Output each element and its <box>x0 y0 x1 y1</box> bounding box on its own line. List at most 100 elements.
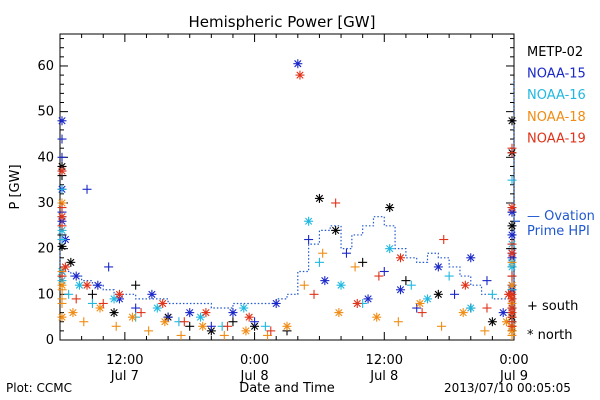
y-tick-label: 30 <box>37 196 54 211</box>
point-noaa-19 <box>352 298 362 308</box>
x-tick-time-label: 0:00 <box>240 353 269 368</box>
point-metp-02 <box>358 257 368 267</box>
point-noaa-15 <box>82 184 92 194</box>
point-noaa-18 <box>198 321 208 331</box>
point-noaa-16 <box>487 289 497 299</box>
point-noaa-19 <box>460 280 470 290</box>
point-noaa-18 <box>507 257 517 267</box>
point-noaa-15 <box>57 152 67 162</box>
point-noaa-18 <box>57 285 67 295</box>
point-noaa-16 <box>152 303 162 313</box>
point-noaa-16 <box>336 280 346 290</box>
y-axis-label: P [GW] <box>8 164 23 209</box>
point-noaa-19 <box>57 166 67 176</box>
point-noaa-15 <box>228 308 238 318</box>
point-noaa-15 <box>412 303 422 313</box>
point-noaa-15 <box>498 308 508 318</box>
point-noaa-19 <box>57 212 67 222</box>
point-noaa-19 <box>201 308 211 318</box>
point-metp-02 <box>507 116 517 126</box>
point-noaa-18 <box>501 317 511 327</box>
point-noaa-18 <box>176 330 186 340</box>
point-noaa-15 <box>93 280 103 290</box>
point-noaa-19 <box>57 203 67 213</box>
point-noaa-15 <box>341 248 351 258</box>
point-noaa-15 <box>379 266 389 276</box>
point-noaa-16 <box>406 280 416 290</box>
data-points <box>57 59 517 340</box>
point-noaa-19 <box>179 317 189 327</box>
marker-legend-north: * north <box>527 328 573 343</box>
point-noaa-16 <box>57 235 67 245</box>
point-noaa-18 <box>334 308 344 318</box>
point-noaa-19 <box>507 203 517 213</box>
y-tick-label: 0 <box>46 333 54 348</box>
point-noaa-15 <box>57 116 67 126</box>
legend-noaa-18: NOAA-18 <box>527 110 586 125</box>
point-noaa-19 <box>507 321 517 331</box>
y-axis: 0 10 20 30 40 50 60 <box>37 38 514 348</box>
point-noaa-16 <box>87 298 97 308</box>
point-noaa-18 <box>350 262 360 272</box>
point-noaa-16 <box>64 289 74 299</box>
point-noaa-18 <box>393 317 403 327</box>
legend: METP-02 NOAA-15 NOAA-16 NOAA-18 NOAA-19 — Ova… <box>514 45 595 343</box>
point-metp-02 <box>401 276 411 286</box>
y-tick-label: 10 <box>37 287 54 302</box>
point-noaa-19 <box>374 271 384 281</box>
point-noaa-18 <box>160 317 170 327</box>
point-noaa-19 <box>114 289 124 299</box>
point-noaa-16 <box>466 303 476 313</box>
point-metp-02 <box>487 317 497 327</box>
point-noaa-19 <box>507 143 517 153</box>
point-noaa-16 <box>74 280 84 290</box>
point-noaa-15 <box>250 317 260 327</box>
point-metp-02 <box>331 225 341 235</box>
point-noaa-15 <box>450 289 460 299</box>
point-metp-02 <box>433 289 443 299</box>
point-noaa-19 <box>309 289 319 299</box>
point-noaa-15 <box>147 289 157 299</box>
point-noaa-15 <box>206 321 216 331</box>
point-noaa-16 <box>304 216 314 226</box>
point-noaa-19 <box>507 248 517 258</box>
point-metp-02 <box>507 221 517 231</box>
plot-frame <box>59 33 515 341</box>
legend-ovation-line1: — Ovation <box>527 209 595 224</box>
point-noaa-19 <box>417 308 427 318</box>
point-noaa-19 <box>331 198 341 208</box>
point-noaa-18 <box>95 303 105 313</box>
y-tick-label: 40 <box>37 150 54 165</box>
point-noaa-16 <box>314 257 324 267</box>
timestamp: 2013/07/10 00:05:05 <box>444 381 571 395</box>
point-noaa-18 <box>57 280 67 290</box>
point-noaa-18 <box>507 280 517 290</box>
legend-ovation-line2: Prime HPI <box>527 224 590 239</box>
point-noaa-16 <box>239 303 249 313</box>
x-tick-time-label: 12:00 <box>106 353 143 368</box>
point-noaa-18 <box>263 330 273 340</box>
x-tick-time-label: 0:00 <box>499 353 528 368</box>
point-noaa-18 <box>111 321 121 331</box>
point-noaa-16 <box>444 271 454 281</box>
point-noaa-18 <box>57 312 67 322</box>
point-noaa-18 <box>68 308 78 318</box>
point-noaa-19 <box>507 271 517 281</box>
point-noaa-18 <box>458 308 468 318</box>
point-noaa-18 <box>437 321 447 331</box>
point-noaa-19 <box>507 239 517 249</box>
legend-noaa-15: NOAA-15 <box>527 67 586 82</box>
point-noaa-15 <box>482 276 492 286</box>
point-noaa-19 <box>98 298 108 308</box>
point-noaa-15 <box>363 294 373 304</box>
point-noaa-15 <box>507 230 517 240</box>
point-noaa-19 <box>82 280 92 290</box>
point-metp-02 <box>314 193 324 203</box>
point-noaa-15 <box>320 276 330 286</box>
ovation-hpi-line <box>59 79 515 309</box>
point-noaa-19 <box>136 308 146 318</box>
y-tick-label: 20 <box>37 242 54 257</box>
point-noaa-15 <box>271 298 281 308</box>
point-noaa-15 <box>71 271 81 281</box>
